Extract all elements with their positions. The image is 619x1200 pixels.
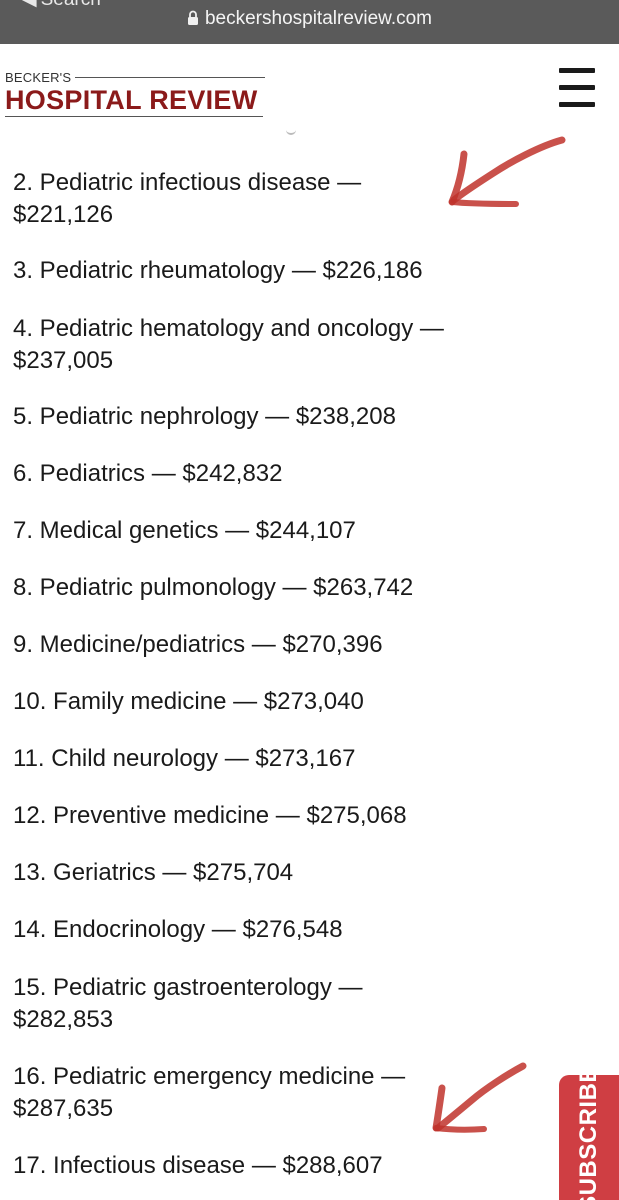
- logo-rule: [75, 77, 265, 78]
- subscribe-label: SUBSCRIBE: [575, 1075, 602, 1200]
- list-item: 6. Pediatrics — $242,832: [13, 458, 493, 490]
- list-item-line: 17. Infectious disease — $288,607: [13, 1152, 383, 1179]
- logo-top-text: BECKER'S: [5, 70, 72, 85]
- url-text: beckershospitalreview.com: [204, 8, 433, 29]
- list-item-line: 13. Geriatrics — $275,704: [13, 859, 294, 886]
- logo-top-row: BECKER'S: [5, 70, 265, 85]
- list-item: 11. Child neurology — $273,167: [13, 743, 493, 775]
- list-item: 9. Medicine/pediatrics — $270,396: [13, 629, 493, 661]
- partial-content-fragment: [286, 130, 296, 135]
- list-item: 12. Preventive medicine — $275,068: [13, 800, 493, 832]
- list-item-line: 9. Medicine/pediatrics — $270,396: [13, 631, 383, 658]
- browser-url-bar[interactable]: ◀ Search beckershospitalreview.com: [0, 0, 619, 44]
- list-item: 16. Pediatric emergency medicine — $287,…: [13, 1061, 493, 1125]
- list-item: 7. Medical genetics — $244,107: [13, 515, 493, 547]
- list-item-line: 4. Pediatric hematology and oncology —: [13, 315, 444, 342]
- list-item: 13. Geriatrics — $275,704: [13, 857, 493, 889]
- list-item-line: $237,005: [13, 347, 114, 374]
- url-display[interactable]: beckershospitalreview.com: [0, 8, 619, 30]
- list-item: 10. Family medicine — $273,040: [13, 686, 493, 718]
- list-item-line: 8. Pediatric pulmonology — $263,742: [13, 574, 414, 601]
- annotation-arrow-icon: [448, 136, 566, 207]
- list-item-line: 6. Pediatrics — $242,832: [13, 460, 283, 487]
- list-item-line: 5. Pediatric nephrology — $238,208: [13, 403, 396, 430]
- list-item: 4. Pediatric hematology and oncology — $…: [13, 313, 493, 377]
- list-item-line: $221,126: [13, 201, 114, 228]
- list-item: 17. Infectious disease — $288,607: [13, 1150, 493, 1182]
- list-item-line: 3. Pediatric rheumatology — $226,186: [13, 257, 423, 284]
- list-item-line: 12. Preventive medicine — $275,068: [13, 802, 407, 829]
- list-item-line: 16. Pediatric emergency medicine —: [13, 1063, 406, 1090]
- logo-bottom-rule: [5, 116, 263, 117]
- list-item-line: 14. Endocrinology — $276,548: [13, 916, 343, 943]
- hamburger-menu-icon[interactable]: [559, 68, 595, 108]
- list-item-line: 10. Family medicine — $273,040: [13, 688, 364, 715]
- subscribe-button[interactable]: SUBSCRIBE: [559, 1075, 619, 1200]
- list-item-line: 11. Child neurology — $273,167: [13, 745, 356, 772]
- list-item-line: $287,635: [13, 1095, 114, 1122]
- list-item: 3. Pediatric rheumatology — $226,186: [13, 255, 493, 287]
- list-item: 14. Endocrinology — $276,548: [13, 914, 493, 946]
- site-header: BECKER'S HOSPITAL REVIEW: [0, 44, 619, 134]
- list-item-line: 2. Pediatric infectious disease —: [13, 169, 362, 196]
- list-item-line: 15. Pediatric gastroenterology —: [13, 974, 363, 1001]
- annotation-arrow-icon: [432, 1062, 527, 1133]
- list-item: 8. Pediatric pulmonology — $263,742: [13, 572, 493, 604]
- logo-main-text: HOSPITAL REVIEW: [5, 85, 258, 115]
- list-item: 2. Pediatric infectious disease — $221,1…: [13, 167, 493, 231]
- back-chevron-icon: ◀: [22, 0, 37, 11]
- list-item-line: $282,853: [13, 1006, 114, 1033]
- back-label: Search: [41, 0, 101, 10]
- lock-icon: [187, 10, 198, 25]
- site-logo[interactable]: BECKER'S HOSPITAL REVIEW: [5, 70, 265, 117]
- list-item: 5. Pediatric nephrology — $238,208: [13, 401, 493, 433]
- list-item-line: 7. Medical genetics — $244,107: [13, 517, 356, 544]
- back-to-search-button[interactable]: ◀ Search: [22, 0, 101, 11]
- list-item: 15. Pediatric gastroenterology — $282,85…: [13, 972, 493, 1036]
